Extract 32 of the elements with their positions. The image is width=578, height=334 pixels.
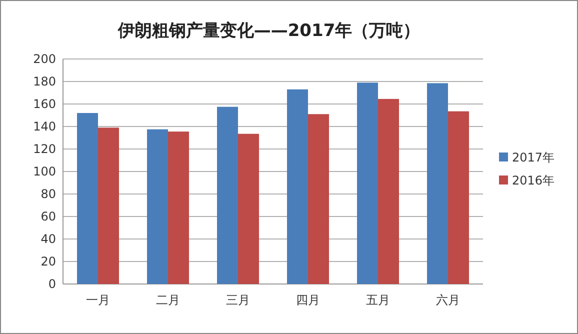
legend-label: 2016年 [512,174,555,188]
y-tick-label: 160 [33,97,56,112]
legend-label: 2017年 [512,150,555,165]
x-tick-label: 二月 [156,293,180,307]
bar [217,106,238,284]
bar [378,98,399,284]
y-tick-label: 140 [33,120,56,134]
x-tick-label: 四月 [296,293,320,307]
y-tick-label: 0 [48,277,56,292]
y-tick-label: 200 [33,52,56,66]
y-tick-label: 120 [33,142,56,156]
x-tick-label: 五月 [366,293,390,307]
bar [168,132,189,284]
chart-title: 伊朗粗钢产量变化——2017年（万吨） [116,21,420,41]
bar [427,83,448,284]
bar [98,128,119,284]
y-tick-label: 60 [40,210,56,224]
y-tick-label: 100 [33,164,56,179]
x-tick-label: 三月 [226,293,250,307]
bar [77,113,98,284]
bar [238,134,259,284]
bar [147,129,168,284]
x-tick-label: 一月 [86,293,110,307]
bar [357,82,378,284]
y-tick-label: 80 [40,187,56,202]
y-tick-label: 40 [40,232,56,246]
bar [448,111,469,284]
y-tick-label: 180 [33,74,56,89]
x-tick-label: 六月 [436,293,460,307]
bar [287,89,308,284]
y-tick-label: 20 [40,254,56,269]
bar [308,114,329,284]
